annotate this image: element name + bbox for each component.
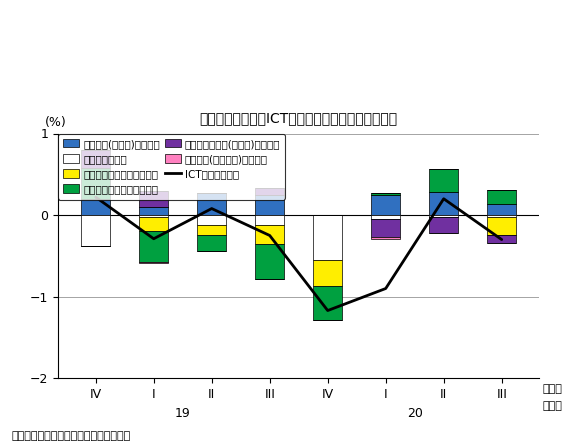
Bar [487, 217, 516, 235]
Bar [81, 168, 110, 199]
Bar [429, 215, 458, 217]
Bar [197, 193, 226, 215]
Bar [139, 190, 168, 207]
Bar [371, 237, 400, 239]
Bar [313, 260, 342, 286]
Bar [139, 207, 168, 215]
Bar [255, 194, 284, 215]
Title: 輸入総額に占めるICT関連輸入（品目別）の寄与度: 輸入総額に占めるICT関連輸入（品目別）の寄与度 [200, 111, 398, 125]
Bar [255, 188, 284, 194]
Bar [255, 215, 284, 225]
Bar [429, 192, 458, 215]
Bar [313, 215, 342, 260]
Bar [429, 217, 458, 233]
Bar [255, 225, 284, 244]
Bar [81, 215, 110, 246]
Bar [487, 235, 516, 243]
Bar [139, 262, 168, 263]
Text: （期）: （期） [542, 384, 562, 394]
Bar [487, 215, 516, 217]
Bar [81, 150, 110, 168]
Bar [487, 204, 516, 215]
Text: (%): (%) [45, 116, 67, 129]
Bar [371, 194, 400, 215]
Bar [429, 170, 458, 192]
Bar [371, 219, 400, 237]
Bar [139, 231, 168, 262]
Bar [81, 199, 110, 215]
Text: （年）: （年） [542, 401, 562, 411]
Text: 20: 20 [407, 407, 423, 420]
Bar [197, 235, 226, 251]
Bar [371, 193, 400, 194]
Bar [313, 286, 342, 320]
Bar [371, 215, 400, 219]
Bar [487, 190, 516, 204]
Bar [139, 217, 168, 231]
Text: （出所）財務省「貳易統計」から作成。: （出所）財務省「貳易統計」から作成。 [12, 431, 131, 441]
Legend: 電算機類(含部品)・寄与度, 通信機・寄与度, 半導体等電子部品・寄与度, 半導体等製造装置・寄与度, 音響・映像機器(含部品)・寄与度, 記録媒体(含記録済): 電算機類(含部品)・寄与度, 通信機・寄与度, 半導体等電子部品・寄与度, 半導… [58, 134, 285, 199]
Bar [139, 215, 168, 217]
Bar [255, 244, 284, 279]
Bar [197, 225, 226, 235]
Bar [197, 215, 226, 225]
Text: 19: 19 [175, 407, 191, 420]
